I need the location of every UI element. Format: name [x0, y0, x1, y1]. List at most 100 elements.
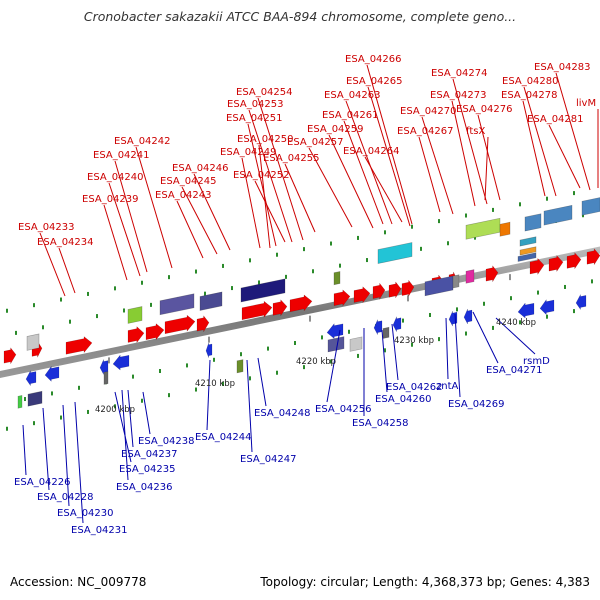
track-guide-mark: [348, 329, 350, 334]
reverse-gene-label: ESA_04237: [121, 449, 178, 460]
gene-feature-box: [452, 274, 460, 289]
reverse-gene-arrow: [44, 365, 60, 382]
track-guide-mark: [186, 363, 188, 368]
reverse-label-leader: [142, 391, 151, 435]
reverse-gene-label: ESA_04226: [14, 477, 71, 488]
track-guide-mark: [150, 302, 152, 307]
track-guide-mark: [510, 296, 512, 301]
forward-gene-label: ESA_04253: [227, 99, 284, 110]
track-guide-mark: [303, 365, 305, 370]
gene-feature-box: [519, 236, 537, 247]
forward-gene-label: ESA_04257: [287, 137, 344, 148]
forward-label-leader: [241, 157, 261, 249]
forward-label-leader: [254, 180, 286, 243]
track-guide-mark: [492, 325, 494, 330]
forward-label-leader: [451, 100, 476, 207]
track-guide-mark: [6, 308, 8, 313]
track-guide-mark: [384, 230, 386, 235]
forward-label-leader: [257, 97, 304, 241]
forward-gene-label: ESA_04233: [18, 222, 75, 233]
reverse-gene-label: ESA_04247: [240, 454, 297, 465]
track-guide-mark: [276, 370, 278, 375]
reverse-gene-arrow: [539, 298, 555, 316]
gene-feature-box: [499, 221, 511, 237]
track-guide-mark: [546, 196, 548, 201]
gene-feature-box: [519, 246, 537, 256]
forward-label-leader: [364, 156, 403, 223]
forward-gene-label: ESA_04273: [430, 90, 487, 101]
reverse-gene-label: ESA_04238: [138, 436, 195, 447]
reverse-gene-label: ESA_04256: [315, 404, 372, 415]
track-guide-mark: [402, 318, 404, 323]
gene-feature-box: [581, 197, 600, 216]
track-guide-mark: [60, 415, 62, 420]
reverse-label-leader: [257, 357, 267, 407]
track-guide-mark: [114, 404, 116, 409]
reverse-gene-label: rsmD: [523, 356, 550, 367]
gene-feature-box: [465, 269, 475, 284]
track-guide-mark: [357, 235, 359, 240]
track-guide-mark: [303, 247, 305, 252]
forward-gene-label: ESA_04255: [263, 153, 320, 164]
reverse-gene-label: ESA_04262: [386, 382, 443, 393]
forward-label-leader: [328, 134, 374, 229]
track-guide-mark: [573, 191, 575, 196]
track-guide-mark: [438, 337, 440, 342]
forward-gene-label: ESA_04264: [343, 146, 400, 157]
forward-gene-label: ESA_04245: [160, 176, 217, 187]
gene-feature-box: [240, 278, 286, 303]
accession-text: Accession: NC_009778: [10, 575, 147, 589]
forward-label-leader: [523, 86, 557, 197]
track-guide-mark: [51, 391, 53, 396]
forward-gene-arrow: [401, 279, 415, 298]
forward-gene-label: ftsX: [466, 126, 485, 137]
forward-gene-arrow: [164, 314, 196, 335]
track-guide-mark: [33, 421, 35, 426]
forward-gene-label: ESA_04261: [322, 110, 379, 121]
track-guide-mark: [141, 280, 143, 285]
page-title: Cronobacter sakazakii ATCC BAA-894 chrom…: [83, 9, 517, 24]
ruler-tick-label: 4210 kbp: [195, 379, 235, 389]
forward-label-leader: [522, 100, 546, 197]
track-guide-mark: [231, 286, 233, 291]
track-guide-mark: [420, 246, 422, 251]
forward-gene-arrow: [3, 347, 17, 365]
forward-gene-arrow: [289, 294, 313, 313]
forward-gene-label: ESA_04267: [397, 126, 454, 137]
track-guide-mark: [6, 426, 8, 431]
forward-label-leader: [367, 86, 411, 227]
forward-label-leader: [345, 100, 393, 225]
track-guide-mark: [564, 284, 566, 289]
forward-gene-label: ESA_04250: [237, 134, 294, 145]
forward-label-leader: [176, 200, 204, 259]
forward-label-leader: [477, 114, 501, 201]
track-guide-mark: [87, 291, 89, 296]
gene-feature-box: [465, 217, 501, 240]
track-guide-mark: [15, 330, 17, 335]
gene-feature-box: [159, 293, 195, 316]
track-guide-mark: [249, 376, 251, 381]
forward-gene-arrow: [241, 300, 273, 321]
track-guide-mark: [168, 393, 170, 398]
reverse-label-leader: [445, 317, 449, 380]
forward-label-leader: [58, 247, 76, 294]
track-guide-mark: [69, 319, 71, 324]
forward-label-leader: [284, 163, 316, 233]
reverse-gene-label: ESA_04258: [352, 418, 409, 429]
track-guide-mark: [591, 279, 593, 284]
forward-label-leader: [548, 124, 581, 189]
gene-feature-box: [27, 390, 43, 407]
track-guide-mark: [330, 241, 332, 246]
track-guide-mark: [249, 258, 251, 263]
forward-gene-label: ESA_04252: [233, 170, 290, 181]
forward-gene-label: ESA_04263: [324, 90, 381, 101]
forward-gene-arrow: [333, 289, 351, 307]
forward-gene-label: ESA_04281: [527, 114, 584, 125]
reverse-gene-arrow: [463, 308, 473, 325]
gene-feature-box: [377, 242, 413, 264]
track-guide-mark: [222, 381, 224, 386]
track-guide-mark: [24, 397, 26, 402]
forward-label-leader: [452, 78, 488, 205]
reverse-gene-label: ESA_04260: [375, 394, 432, 405]
track-guide-mark: [195, 269, 197, 274]
